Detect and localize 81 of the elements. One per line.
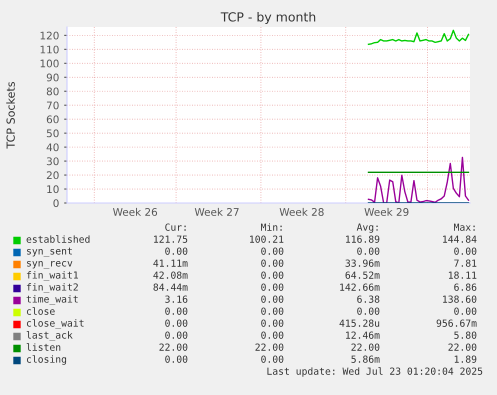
text: 0.00 — [454, 247, 476, 255]
text: Min: — [260, 223, 282, 231]
text: 5.80 — [454, 331, 476, 339]
text: 142.66m — [340, 283, 380, 291]
text: 121.75 — [154, 235, 188, 243]
chart-title: TCP - by month — [220, 12, 316, 24]
text: 33.96m — [346, 259, 380, 267]
legend-label: syn_sent — [27, 248, 72, 257]
legend-label: close_wait — [26, 319, 84, 329]
y-tick-label: 30 — [46, 157, 59, 166]
legend-label: last_ack — [26, 331, 73, 341]
y-tick-label: 90 — [46, 74, 59, 82]
text: 5.86m — [351, 355, 380, 363]
line-series — [368, 30, 470, 46]
text: 3.16 — [165, 295, 188, 303]
text: 84.44m — [154, 283, 188, 291]
text: 42.08m — [153, 271, 188, 279]
legend-label: time_wait — [26, 295, 78, 305]
text: 22.00 — [159, 343, 188, 351]
text: 956.67m — [436, 319, 477, 327]
text: 0.00 — [165, 307, 188, 315]
text: 0.00 — [261, 271, 284, 279]
text: 6.86 — [454, 283, 476, 291]
text: Avg: — [356, 224, 378, 233]
x-tick-label: Week 29 — [364, 208, 408, 216]
y-tick-label: 20 — [46, 171, 59, 180]
y-tick-label: 80 — [46, 87, 59, 96]
y-tick-label: 120 — [40, 32, 59, 40]
text: 0.00 — [165, 331, 188, 339]
y-tick-label: 0 — [53, 199, 59, 208]
text: Max: — [454, 224, 475, 231]
y-tick-label: 60 — [46, 115, 59, 124]
text: 22.00 — [351, 343, 380, 351]
text: 0.00 — [165, 355, 188, 363]
legend-label: fin_wait1 — [26, 271, 78, 281]
text: 0.00 — [357, 307, 380, 315]
legend-label: listen — [26, 343, 60, 351]
text: 22.00 — [448, 343, 476, 351]
text: 0.00 — [261, 331, 284, 339]
text: 64.52m — [346, 271, 380, 279]
text: 22.00 — [255, 343, 284, 351]
x-tick-label: Week 26 — [112, 208, 158, 216]
x-tick-label: Week 28 — [280, 208, 324, 216]
text: 0.00 — [261, 283, 284, 291]
y-tick-label: 70 — [46, 101, 59, 110]
text: 12.46m — [346, 331, 380, 339]
text: 1.89 — [454, 355, 476, 363]
text: 100.21 — [250, 235, 284, 243]
text: 138.60 — [443, 295, 476, 303]
y-axis-title: TCP Sockets — [6, 82, 15, 149]
y-tick-label: 40 — [46, 143, 59, 152]
text: Cur: — [165, 223, 186, 231]
y-tick-label: 10 — [47, 185, 59, 194]
legend-label: closing — [26, 355, 66, 365]
y-tick-label: 50 — [46, 129, 59, 138]
text: 0.00 — [165, 319, 188, 327]
text: 0.00 — [261, 307, 284, 315]
text: 6.38 — [357, 295, 380, 303]
text: Last update: Wed Jul 23 01:20:04 2025 — [267, 367, 482, 377]
line-series — [368, 156, 470, 203]
text: 415.28u — [340, 319, 380, 327]
y-tick-label: 110 — [40, 46, 59, 54]
text: 0.00 — [357, 247, 380, 255]
text: 7.81 — [454, 259, 476, 267]
text: 0.00 — [165, 247, 188, 255]
text: 0.00 — [261, 295, 284, 303]
legend-label: syn_recv — [27, 260, 72, 269]
legend-label: established — [26, 235, 90, 243]
legend-label: close — [26, 307, 55, 315]
text: 18.11 — [448, 271, 476, 279]
text: 0.00 — [454, 307, 476, 315]
text: 41.11m — [153, 260, 188, 267]
text: 0.00 — [261, 355, 284, 363]
legend-label: fin_wait2 — [26, 283, 78, 293]
text: 116.89 — [346, 235, 380, 243]
x-tick-label: Week 27 — [194, 208, 239, 216]
text: 0.00 — [261, 247, 284, 255]
text: 0.00 — [261, 259, 284, 267]
y-tick-label: 100 — [40, 60, 59, 68]
text: 144.84 — [443, 235, 477, 243]
text: 0.00 — [261, 319, 284, 327]
